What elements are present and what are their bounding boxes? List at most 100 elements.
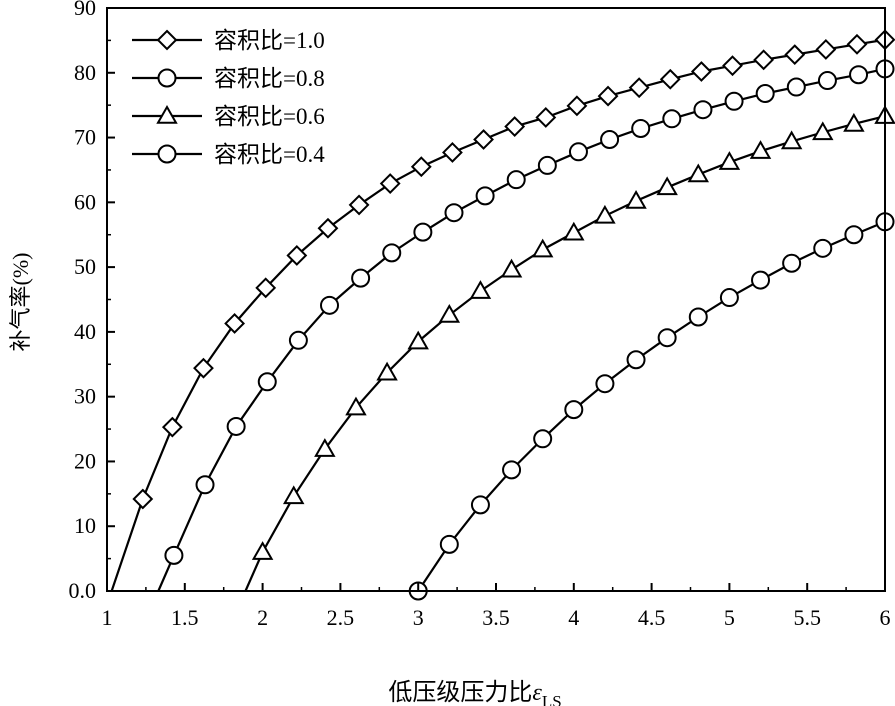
- x-tick-label: 3.5: [482, 605, 510, 630]
- data-point: [413, 222, 433, 242]
- y-tick-label: 40: [74, 319, 96, 344]
- legend-label: 容积比=0.8: [214, 66, 325, 91]
- data-point: [751, 270, 771, 290]
- data-point: [439, 534, 459, 554]
- data-point: [657, 328, 677, 348]
- legend-item: 容积比=1.0: [132, 28, 325, 53]
- data-point: [563, 221, 585, 241]
- data-point: [470, 495, 490, 515]
- series-line: [415, 220, 886, 593]
- data-point: [531, 238, 554, 258]
- data-point: [687, 163, 710, 183]
- legend-item: 容积比=0.6: [132, 104, 325, 129]
- data-point: [164, 545, 184, 565]
- data-point: [345, 396, 367, 416]
- x-tick-label: 2.5: [327, 605, 355, 630]
- data-point: [314, 438, 336, 457]
- data-point: [255, 277, 277, 299]
- x-tick-label: 4.5: [638, 605, 666, 630]
- x-axis-title: 低压级压力比εLS: [388, 679, 561, 706]
- series-1: [110, 29, 895, 592]
- legend-label: 容积比=1.0: [214, 28, 325, 53]
- data-point: [625, 190, 647, 209]
- x-tick-label: 2: [257, 605, 268, 630]
- data-point: [597, 85, 619, 107]
- data-point: [718, 151, 741, 170]
- data-point: [656, 176, 678, 196]
- data-point: [843, 112, 865, 132]
- x-tick-label: 3: [413, 605, 424, 630]
- x-tick-label: 4: [568, 605, 579, 630]
- data-point: [755, 84, 775, 104]
- data-point: [724, 91, 744, 111]
- chart-legend: 容积比=1.0 容积比=0.8 容积比=0.6 容积比=0.4: [132, 28, 325, 167]
- x-axis-title-subscript: LS: [542, 692, 562, 706]
- legend-label: 容积比=0.6: [214, 104, 325, 129]
- data-point: [631, 118, 651, 138]
- x-tick-label: 5: [724, 605, 735, 630]
- x-axis-title-symbol: ε: [532, 680, 542, 706]
- legend-label: 容积比=0.4: [214, 142, 325, 167]
- y-tick-label: 50: [74, 254, 96, 279]
- data-point: [161, 416, 183, 438]
- data-point: [351, 268, 371, 288]
- y-tick-label: 30: [74, 384, 96, 409]
- series-2: [157, 59, 895, 592]
- data-point: [784, 44, 806, 66]
- data-point: [537, 155, 557, 175]
- data-point: [504, 116, 526, 137]
- data-point: [753, 49, 775, 71]
- y-tick-label: 90: [74, 0, 96, 20]
- data-point: [500, 258, 523, 278]
- data-point: [132, 488, 154, 510]
- series-line: [244, 115, 886, 592]
- data-point: [659, 68, 681, 90]
- series-3: [244, 105, 895, 592]
- data-point: [844, 225, 864, 245]
- data-point: [473, 129, 494, 150]
- data-point: [320, 295, 340, 315]
- legend-marker: [157, 144, 177, 164]
- legend-marker: [156, 29, 178, 51]
- x-tick-label: 5.5: [793, 605, 821, 630]
- y-tick-label: 10: [74, 513, 96, 538]
- data-point: [628, 77, 650, 99]
- data-point: [564, 400, 584, 420]
- y-tick-label: 20: [74, 448, 96, 473]
- y-axis-title: 补气率(%): [8, 253, 33, 352]
- data-point: [224, 313, 246, 334]
- data-point: [722, 55, 743, 77]
- data-point: [594, 204, 616, 224]
- data-point: [813, 238, 833, 258]
- x-tick-label: 1: [102, 605, 113, 630]
- data-point: [749, 140, 772, 159]
- y-tick-label: 0.0: [69, 578, 97, 603]
- legend-marker: [157, 68, 177, 88]
- data-point: [195, 475, 215, 495]
- data-point: [376, 361, 398, 381]
- data-point: [317, 217, 339, 239]
- data-point: [533, 429, 553, 449]
- data-point: [379, 173, 401, 194]
- data-point: [193, 357, 214, 379]
- data-point: [410, 156, 432, 178]
- data-point: [817, 71, 837, 91]
- data-point: [286, 245, 308, 266]
- data-point: [719, 288, 739, 308]
- data-point: [595, 374, 615, 394]
- data-point: [288, 330, 308, 350]
- data-point: [407, 330, 429, 350]
- series-4: [408, 212, 895, 601]
- data-point: [812, 121, 834, 141]
- data-point: [442, 142, 463, 163]
- data-point: [475, 186, 495, 206]
- data-point: [690, 61, 712, 82]
- data-point: [626, 350, 646, 370]
- data-point: [444, 203, 464, 223]
- legend-item: 容积比=0.8: [132, 66, 325, 91]
- legend-marker: [156, 104, 178, 124]
- data-point: [688, 307, 708, 327]
- x-axis-title-text: 低压级压力比: [388, 679, 532, 706]
- data-point: [846, 33, 868, 55]
